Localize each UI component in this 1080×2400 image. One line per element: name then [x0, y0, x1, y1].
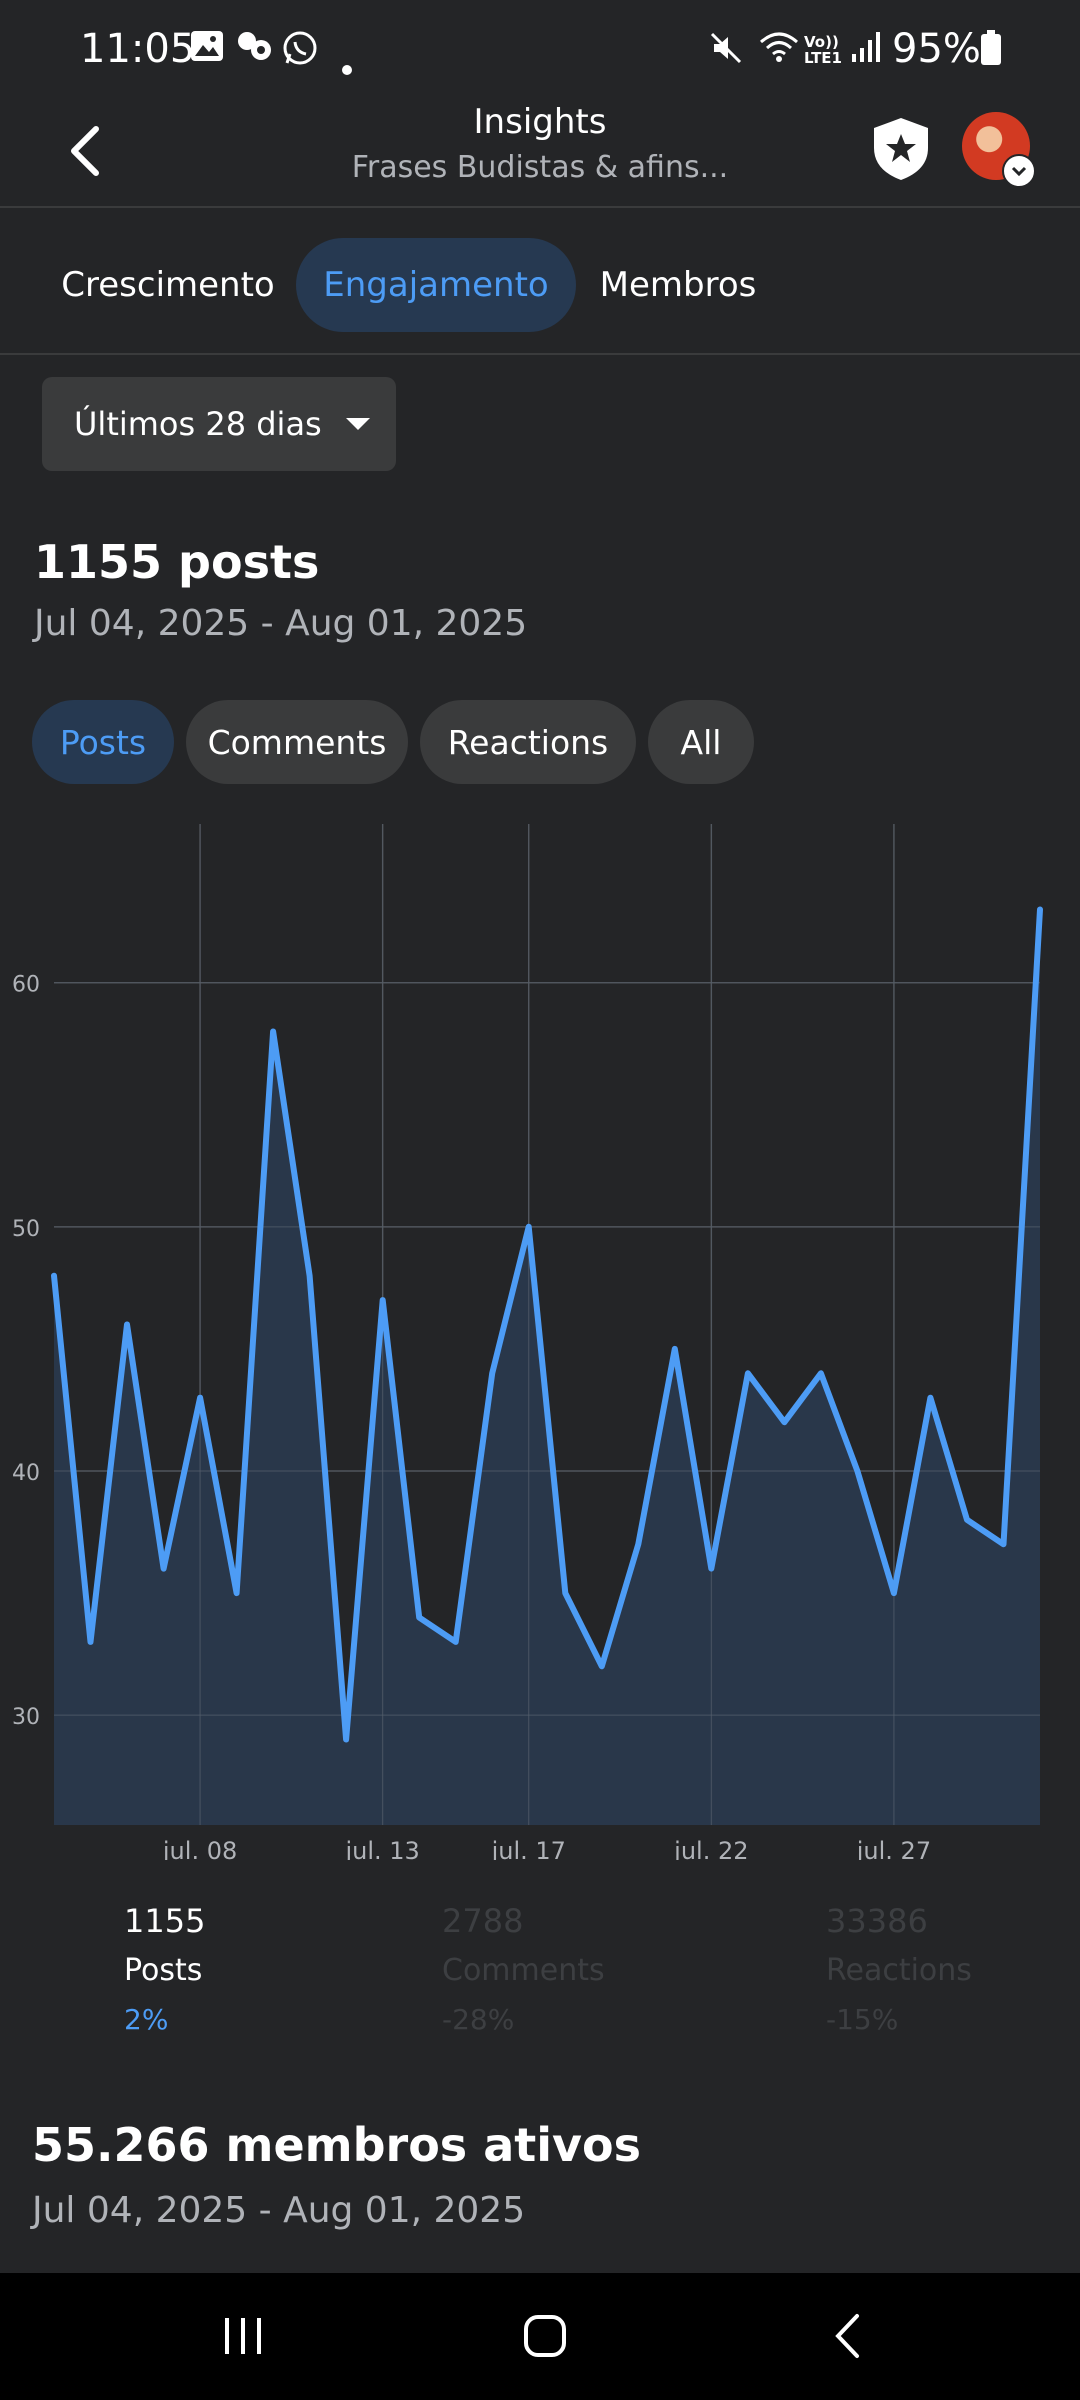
volte-icon: Vo)) LTE1 — [804, 33, 842, 67]
x-tick-label: jul. 22 — [673, 1837, 748, 1860]
data-point — [819, 1372, 822, 1375]
top-app-bar: Insights Frases Budistas & afins... — [0, 96, 1080, 208]
bubbles-icon — [236, 30, 272, 71]
engagement-chart: 30 40 50 60 jul. 08 jul. 13 jul. 17 jul. 22 jul.… — [12, 824, 1043, 1860]
battery-percent: 95% — [892, 26, 981, 72]
data-point — [53, 1274, 55, 1277]
chevron-down-icon[interactable] — [1002, 154, 1036, 188]
whatsapp-icon — [282, 30, 318, 75]
data-point — [89, 1640, 92, 1643]
y-tick-label: 30 — [12, 1705, 40, 1730]
tabs-divider — [0, 353, 1080, 355]
data-point — [162, 1567, 165, 1570]
image-icon — [190, 30, 224, 71]
back-arrow-icon[interactable] — [50, 116, 120, 186]
active-members-title: 55.266 membros ativos — [32, 2118, 641, 2172]
data-point — [418, 1616, 421, 1619]
series-line — [51, 906, 1043, 1743]
data-point — [345, 1738, 348, 1741]
data-point — [673, 1347, 676, 1350]
data-point — [454, 1640, 457, 1643]
data-point — [199, 1396, 202, 1399]
stat-posts-value[interactable]: 1155 — [124, 1902, 206, 1940]
series-area — [54, 909, 1040, 1825]
home-icon[interactable] — [505, 2303, 585, 2369]
data-point — [272, 1030, 275, 1033]
back-nav-icon[interactable] — [808, 2303, 888, 2369]
x-tick-label: jul. 13 — [344, 1837, 419, 1860]
battery-icon — [980, 30, 1002, 75]
stat-comments-label[interactable]: Comments — [442, 1953, 605, 1988]
tab-membros[interactable]: Membros — [599, 265, 757, 305]
data-point — [308, 1274, 311, 1277]
stat-reactions-label[interactable]: Reactions — [826, 1953, 972, 1988]
data-point — [856, 1469, 859, 1472]
mute-icon — [708, 30, 744, 75]
data-point — [126, 1323, 129, 1326]
wifi-icon — [758, 30, 800, 73]
tab-engajamento[interactable]: Engajamento — [296, 238, 576, 332]
posts-total-title: 1155 posts — [34, 535, 320, 589]
dot-icon — [342, 44, 352, 84]
data-point — [746, 1372, 749, 1375]
page-title: Insights — [473, 102, 607, 142]
data-point — [235, 1592, 238, 1595]
x-tick-label: jul. 08 — [162, 1837, 237, 1860]
data-point — [564, 1592, 567, 1595]
data-point — [1002, 1543, 1005, 1546]
data-point — [637, 1543, 640, 1546]
stat-posts-change: 2% — [124, 2003, 169, 2036]
group-name: Frases Budistas & afins... — [351, 150, 729, 185]
y-tick-label: 40 — [12, 1461, 40, 1486]
recent-apps-icon[interactable] — [203, 2303, 283, 2369]
data-point — [783, 1421, 786, 1424]
x-tick-label: jul. 27 — [856, 1837, 931, 1860]
stat-posts-label[interactable]: Posts — [124, 1953, 203, 1988]
data-point — [710, 1567, 713, 1570]
tab-crescimento[interactable]: Crescimento — [61, 265, 275, 305]
caret-down-icon — [345, 418, 370, 430]
system-nav-bar — [0, 2273, 1080, 2400]
data-point — [600, 1665, 603, 1668]
active-members-date-range: Jul 04, 2025 - Aug 01, 2025 — [32, 2190, 526, 2231]
data-point — [527, 1225, 530, 1228]
stat-comments-value[interactable]: 2788 — [442, 1902, 524, 1940]
x-tick-label: jul. 17 — [491, 1837, 566, 1860]
signal-icon — [850, 30, 882, 73]
data-point — [381, 1299, 384, 1302]
posts-date-range: Jul 04, 2025 - Aug 01, 2025 — [34, 603, 528, 644]
admin-shield-icon[interactable] — [870, 116, 932, 182]
pill-reactions[interactable]: Reactions — [420, 700, 636, 784]
data-point — [1039, 908, 1041, 911]
dropdown-label: Últimos 28 dias — [74, 405, 322, 443]
stat-reactions-value[interactable]: 33386 — [826, 1902, 928, 1940]
date-range-dropdown[interactable]: Últimos 28 dias — [42, 377, 396, 471]
stat-reactions-change: -15% — [826, 2003, 899, 2036]
y-tick-label: 60 — [12, 973, 40, 998]
data-point — [965, 1518, 968, 1521]
pill-comments[interactable]: Comments — [186, 700, 408, 784]
status-bar: 11:05 Vo)) LTE1 95% — [0, 0, 1080, 96]
y-tick-label: 50 — [12, 1217, 40, 1242]
status-time: 11:05 — [80, 26, 196, 72]
pill-posts[interactable]: Posts — [32, 700, 174, 784]
data-point — [929, 1396, 932, 1399]
data-point — [491, 1372, 494, 1375]
data-point — [892, 1592, 895, 1595]
pill-all[interactable]: All — [648, 700, 754, 784]
stat-comments-change: -28% — [442, 2003, 515, 2036]
